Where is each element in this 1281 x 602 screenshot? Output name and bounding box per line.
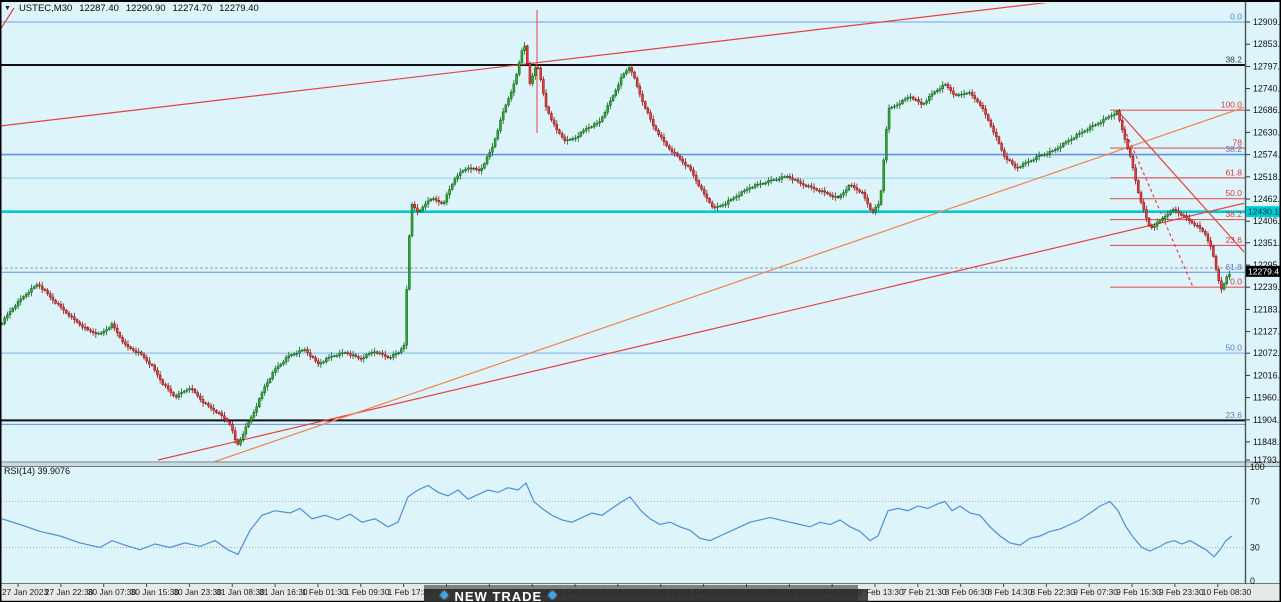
rsi-pane: 100 70 30 0 (0, 462, 1265, 586)
svg-text:8 Feb 22:30: 8 Feb 22:30 (1030, 587, 1075, 597)
svg-text:61.8: 61.8 (1225, 167, 1242, 177)
diamond-icon: ◆ (548, 589, 557, 601)
svg-text:0: 0 (1250, 576, 1255, 586)
svg-text:12016.60: 12016.60 (1253, 370, 1281, 380)
svg-text:27 Jan 22:30: 27 Jan 22:30 (45, 587, 94, 597)
ohlc-close: 12279.40 (219, 3, 259, 14)
ohlc-low: 12274.70 (172, 3, 213, 14)
svg-text:38.2: 38.2 (1225, 144, 1242, 154)
svg-text:50.0: 50.0 (1225, 343, 1242, 353)
svg-text:50.0: 50.0 (1225, 188, 1242, 198)
svg-text:0.0: 0.0 (1230, 277, 1242, 287)
svg-text:12740.95: 12740.95 (1253, 84, 1281, 94)
svg-text:12518.20: 12518.20 (1253, 172, 1281, 182)
diamond-icon: ◆ (440, 589, 449, 601)
svg-text:78: 78 (1233, 138, 1243, 148)
svg-text:30 Jan 15:30: 30 Jan 15:30 (131, 587, 180, 597)
svg-text:10 Feb 08:30: 10 Feb 08:30 (1202, 587, 1252, 597)
svg-text:38.2: 38.2 (1225, 55, 1242, 65)
svg-text:30: 30 (1250, 543, 1260, 553)
svg-text:31 Jan 08:30: 31 Jan 08:30 (216, 587, 265, 597)
svg-text:12462.10: 12462.10 (1253, 194, 1281, 204)
svg-text:12351.55: 12351.55 (1253, 238, 1281, 248)
trendlines[interactable] (0, 0, 1245, 465)
new-trade-button[interactable]: ◆ NEW TRADE ◆ (424, 589, 868, 602)
svg-text:30 Jan 23:30: 30 Jan 23:30 (173, 587, 222, 597)
ohlc-open: 12287.40 (79, 3, 119, 14)
svg-text:12295.45: 12295.45 (1253, 260, 1281, 270)
svg-text:7 Feb 21:30: 7 Feb 21:30 (902, 587, 947, 597)
svg-text:11904.40: 11904.40 (1253, 415, 1281, 425)
svg-text:12630.40: 12630.40 (1253, 127, 1281, 137)
svg-text:12127.15: 12127.15 (1253, 327, 1281, 337)
svg-text:11960.50: 11960.50 (1253, 393, 1281, 403)
svg-text:12853.15: 12853.15 (1253, 39, 1281, 49)
svg-text:100.0: 100.0 (1221, 100, 1243, 110)
svg-text:12574.30: 12574.30 (1253, 150, 1281, 160)
ohlc-high: 12290.90 (125, 3, 166, 14)
candlesticks (1, 42, 1231, 447)
svg-text:1 Feb 01:30: 1 Feb 01:30 (302, 587, 347, 597)
symbol-label: USTEC,M30 (18, 3, 73, 14)
svg-text:61.8: 61.8 (1225, 262, 1242, 272)
svg-text:27 Jan 2023: 27 Jan 2023 (2, 587, 48, 597)
svg-text:12279.40: 12279.40 (1248, 266, 1281, 276)
collapse-icon[interactable]: ▼ (4, 5, 11, 12)
svg-text:9 Feb 23:30: 9 Feb 23:30 (1159, 587, 1204, 597)
price-axis[interactable]: 12909.25 12853.15 12797.05 12740.95 12686.50… (1246, 17, 1281, 465)
svg-text:12686.50: 12686.50 (1253, 105, 1281, 115)
svg-text:12797.05: 12797.05 (1253, 61, 1281, 71)
svg-text:12072.70: 12072.70 (1253, 348, 1281, 358)
svg-text:38.2: 38.2 (1225, 209, 1242, 219)
symbol-ohlc-header: ▼ USTEC,M30 12287.40 12290.90 12274.70 1… (4, 3, 259, 14)
svg-text:9 Feb 15:30: 9 Feb 15:30 (1116, 587, 1161, 597)
svg-text:12183.25: 12183.25 (1253, 304, 1281, 314)
svg-text:70: 70 (1250, 497, 1260, 507)
svg-text:7 Feb 13:30: 7 Feb 13:30 (859, 587, 904, 597)
svg-text:0.0: 0.0 (1230, 12, 1242, 22)
svg-text:1 Feb 09:30: 1 Feb 09:30 (345, 587, 390, 597)
svg-text:30 Jan 07:30: 30 Jan 07:30 (88, 587, 137, 597)
rsi-indicator-label: RSI(14) 39.9076 (4, 466, 71, 476)
svg-text:100: 100 (1250, 462, 1265, 472)
svg-text:11793.85: 11793.85 (1253, 455, 1281, 465)
svg-text:23.6: 23.6 (1225, 410, 1242, 420)
new-trade-label: NEW TRADE (454, 589, 543, 602)
svg-text:12239.35: 12239.35 (1253, 282, 1281, 292)
svg-text:9 Feb 07:30: 9 Feb 07:30 (1073, 587, 1118, 597)
svg-text:8 Feb 14:30: 8 Feb 14:30 (988, 587, 1033, 597)
svg-text:12430.13: 12430.13 (1248, 207, 1281, 217)
svg-text:8 Feb 06:30: 8 Feb 06:30 (945, 587, 990, 597)
svg-text:12909.25: 12909.25 (1253, 17, 1281, 27)
svg-text:12406.00: 12406.00 (1253, 216, 1281, 226)
svg-text:1 Feb 17:30: 1 Feb 17:30 (388, 587, 433, 597)
svg-text:31 Jan 16:30: 31 Jan 16:30 (259, 587, 308, 597)
svg-text:11848.30: 11848.30 (1253, 437, 1281, 447)
